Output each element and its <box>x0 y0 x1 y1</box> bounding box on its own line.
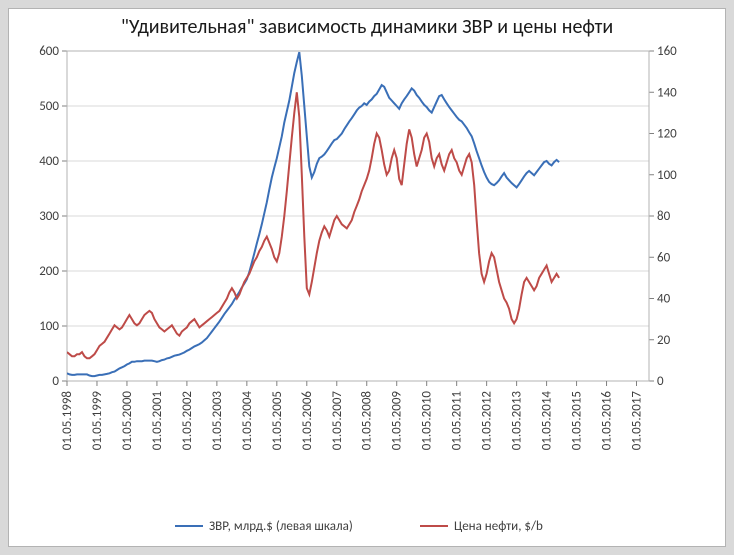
x-tick-label: 01.05.2008 <box>360 391 375 451</box>
chart-svg: "Удивительная" зависимость динамики ЗВР … <box>9 9 725 546</box>
x-tick-label: 01.05.2012 <box>480 391 495 451</box>
x-tick-label: 01.05.2011 <box>450 391 465 450</box>
x-tick-label: 01.05.2000 <box>120 391 135 451</box>
y-left-tick-label: 0 <box>52 374 59 389</box>
y-left-tick-label: 300 <box>39 209 59 224</box>
chart-title: "Удивительная" зависимость динамики ЗВР … <box>121 15 613 39</box>
y-left-tick-label: 500 <box>39 99 59 114</box>
x-tick-label: 01.05.2015 <box>570 391 585 450</box>
x-tick-label: 01.05.2005 <box>270 391 285 450</box>
y-left-tick-label: 100 <box>39 319 59 334</box>
y-right-tick-label: 0 <box>657 374 664 389</box>
x-tick-label: 01.05.2003 <box>210 391 225 451</box>
legend-item-zvr-label: ЗВР, млрд.$ (левая шкала) <box>209 519 353 534</box>
y-right-tick-label: 20 <box>657 333 671 348</box>
x-tick-label: 01.05.2009 <box>390 391 405 451</box>
y-right-tick-label: 60 <box>657 250 671 265</box>
x-tick-label: 01.05.2006 <box>300 391 315 451</box>
y-right-tick-label: 100 <box>657 168 677 183</box>
x-tick-label: 01.05.2013 <box>510 391 525 451</box>
chart-sheet: "Удивительная" зависимость динамики ЗВР … <box>8 8 726 547</box>
y-left-tick-label: 400 <box>39 154 59 169</box>
y-right-tick-label: 120 <box>657 127 677 142</box>
x-tick-label: 01.05.1998 <box>60 391 75 451</box>
x-tick-label: 01.05.2004 <box>240 391 255 451</box>
x-tick-label: 01.05.2007 <box>330 391 345 451</box>
legend-item-oil-label: Цена нефти, $/b <box>454 519 543 534</box>
x-tick-label: 01.05.1999 <box>90 391 105 451</box>
x-tick-label: 01.05.2014 <box>540 391 555 451</box>
x-tick-label: 01.05.2002 <box>180 391 195 451</box>
y-left-tick-label: 200 <box>39 264 59 279</box>
y-right-tick-label: 160 <box>657 44 677 59</box>
y-right-tick-label: 140 <box>657 85 677 100</box>
y-left-tick-label: 600 <box>39 44 59 59</box>
x-tick-label: 01.05.2001 <box>150 391 165 450</box>
x-tick-label: 01.05.2010 <box>420 391 435 451</box>
page-background: "Удивительная" зависимость динамики ЗВР … <box>0 0 734 555</box>
x-tick-label: 01.05.2016 <box>600 391 615 451</box>
y-right-tick-label: 80 <box>657 209 671 224</box>
x-tick-label: 01.05.2017 <box>630 391 645 451</box>
y-right-tick-label: 40 <box>657 292 671 307</box>
